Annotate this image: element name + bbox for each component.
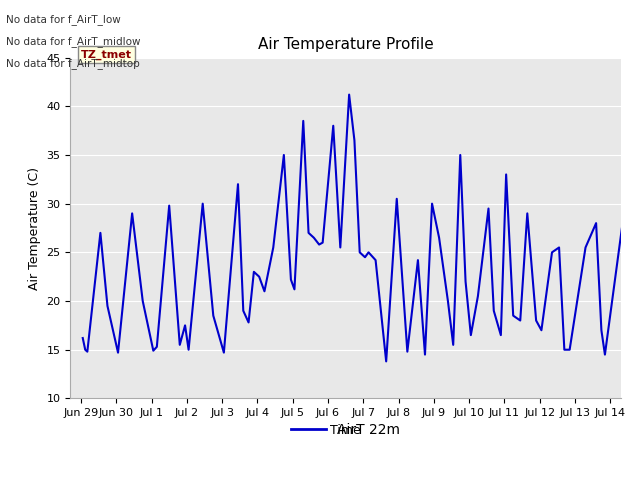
Legend: AirT 22m: AirT 22m bbox=[285, 418, 406, 443]
Y-axis label: Air Temperature (C): Air Temperature (C) bbox=[28, 167, 41, 289]
Text: No data for f_AirT_midlow: No data for f_AirT_midlow bbox=[6, 36, 141, 47]
X-axis label: Time: Time bbox=[330, 424, 361, 437]
Text: TZ_tmet: TZ_tmet bbox=[81, 49, 132, 60]
Text: No data for f_AirT_low: No data for f_AirT_low bbox=[6, 14, 121, 25]
Title: Air Temperature Profile: Air Temperature Profile bbox=[258, 37, 433, 52]
Text: No data for f_AirT_midtop: No data for f_AirT_midtop bbox=[6, 58, 140, 69]
